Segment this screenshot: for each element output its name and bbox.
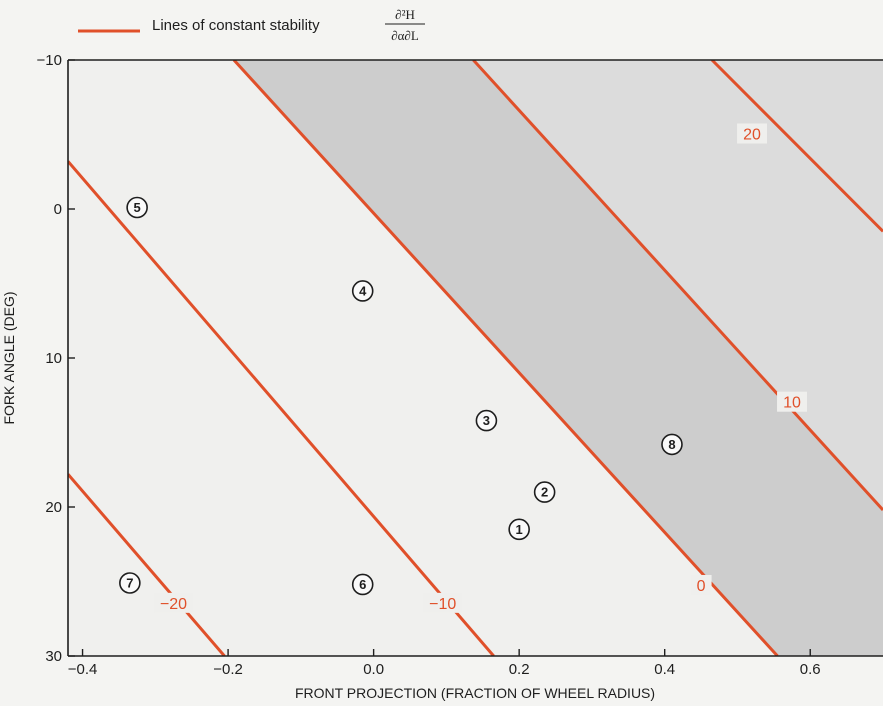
data-point-marker [475, 409, 498, 432]
data-point-label: 8 [668, 437, 675, 452]
contour-label-20: 20 [743, 127, 761, 144]
y-axis-title: FORK ANGLE (DEG) [1, 291, 17, 424]
contour-label-10: 10 [783, 395, 801, 412]
contour-label-gap [737, 123, 768, 144]
data-point-label: 4 [359, 283, 367, 298]
y-tick-label: 20 [45, 499, 62, 516]
x-ticks: −0.4 −0.2 0.0 0.2 0.4 0.6 [68, 649, 821, 678]
data-points: 1 2 3 4 5 6 7 8 [119, 196, 683, 596]
data-point-6: 6 [351, 573, 374, 596]
data-point-marker [126, 196, 148, 219]
data-point-label: 7 [126, 575, 133, 590]
data-point-8: 8 [661, 433, 683, 456]
data-point-4: 4 [351, 280, 374, 302]
x-axis-title: FRONT PROJECTION (FRACTION OF WHEEL RADI… [295, 685, 655, 701]
data-point-2: 2 [533, 481, 556, 503]
data-point-3: 3 [475, 409, 498, 432]
contour-lines [68, 60, 883, 656]
data-point-marker [508, 518, 530, 541]
contour-label-minus10: −10 [429, 596, 456, 613]
y-tick-label: 0 [54, 201, 62, 218]
contour-line-20 [710, 60, 883, 233]
x-tick-label: 0.2 [509, 661, 530, 678]
x-tick-label: −0.4 [68, 661, 98, 678]
y-ticks: −10 0 10 20 30 [37, 52, 75, 665]
data-point-5: 5 [126, 196, 148, 219]
data-point-marker [533, 481, 556, 503]
data-point-marker [661, 433, 683, 456]
data-point-label: 6 [359, 577, 366, 592]
y-tick-label: 10 [45, 350, 62, 367]
contour-line-0 [232, 60, 779, 656]
legend-formula-denominator: ∂α∂L [391, 28, 419, 43]
x-tick-label: 0.0 [363, 661, 384, 678]
data-point-1: 1 [508, 518, 530, 541]
contour-line-minus20 [68, 473, 226, 656]
data-point-label: 2 [541, 485, 548, 500]
data-point-label: 5 [134, 200, 141, 215]
contour-label-gap [423, 592, 463, 613]
y-tick-label: −10 [37, 52, 62, 69]
legend-formula-numerator: ∂²H [395, 7, 415, 22]
contour-line-minus10 [68, 160, 495, 656]
x-tick-label: 0.4 [654, 661, 675, 678]
data-point-marker [351, 280, 374, 302]
contour-label-gap [154, 592, 194, 613]
x-tick-label: −0.2 [213, 661, 243, 678]
legend-label: Lines of constant stability [152, 17, 320, 34]
data-point-marker [351, 573, 374, 596]
x-tick-label: 0.6 [800, 661, 821, 678]
contour-label-0: 0 [697, 578, 706, 595]
y-tick-label: 30 [45, 648, 62, 665]
data-point-7: 7 [119, 572, 141, 594]
data-point-label: 3 [483, 413, 490, 428]
contour-line-10 [472, 60, 883, 511]
data-point-label: 1 [516, 522, 523, 537]
contour-label-minus20: −20 [160, 596, 187, 613]
shaded-region-1 [233, 60, 883, 656]
contour-label-gap [690, 574, 712, 595]
contour-label-gap [777, 391, 808, 412]
contour-labels: −20 −10 0 10 20 [154, 123, 808, 613]
data-point-marker [119, 572, 141, 594]
